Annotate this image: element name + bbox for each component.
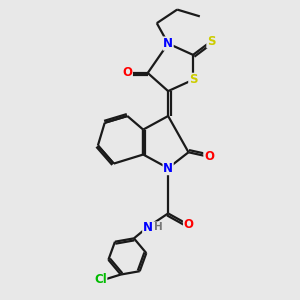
Text: O: O xyxy=(204,150,214,163)
Text: S: S xyxy=(207,35,215,48)
Text: Cl: Cl xyxy=(94,273,107,286)
Text: O: O xyxy=(184,218,194,231)
Text: H: H xyxy=(154,222,162,232)
Text: N: N xyxy=(163,37,173,50)
Text: N: N xyxy=(163,162,173,175)
Text: N: N xyxy=(143,220,153,233)
Text: O: O xyxy=(122,67,132,80)
Text: S: S xyxy=(189,73,197,86)
